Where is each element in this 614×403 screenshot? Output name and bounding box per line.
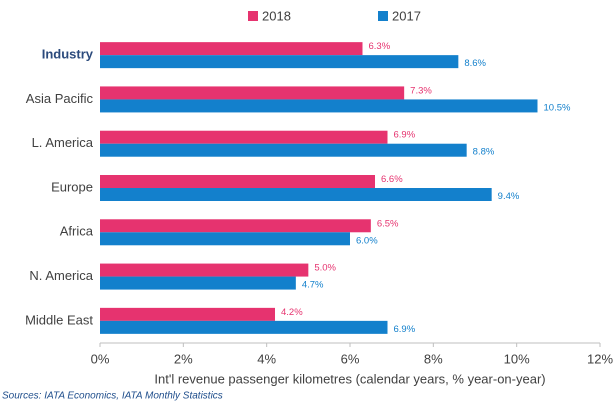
x-tick-label: 8%: [424, 351, 443, 366]
value-label: 8.8%: [473, 147, 495, 158]
legend-swatch: [378, 11, 388, 21]
legend-label: 2017: [392, 8, 421, 23]
y-tick-label: Asia Pacific: [26, 91, 94, 106]
bar: [100, 307, 275, 321]
legend-swatch: [248, 11, 258, 21]
value-label: 6.3%: [369, 41, 391, 52]
x-tick-label: 10%: [504, 351, 530, 366]
bar: [100, 320, 388, 334]
value-label: 4.7%: [302, 280, 324, 291]
value-label: 6.6%: [381, 174, 403, 185]
bar: [100, 86, 405, 100]
bar: [100, 263, 309, 277]
y-tick-label: N. America: [29, 268, 93, 283]
bar: [100, 130, 388, 144]
bar: [100, 188, 492, 201]
bar: [100, 219, 371, 233]
value-label: 9.4%: [498, 191, 520, 202]
legend-label: 2018: [262, 8, 291, 23]
source-note: Sources: IATA Economics, IATA Monthly St…: [2, 391, 223, 402]
x-tick-label: 12%: [587, 351, 613, 366]
value-label: 10.5%: [544, 102, 571, 113]
y-tick-label: Industry: [42, 47, 94, 62]
bar: [100, 232, 350, 246]
value-label: 6.9%: [394, 130, 416, 141]
x-tick-label: 4%: [257, 351, 276, 366]
y-tick-label: L. America: [32, 135, 94, 150]
bar: [100, 143, 467, 157]
x-tick-label: 6%: [341, 351, 360, 366]
value-label: 4.2%: [281, 307, 303, 318]
value-label: 6.5%: [377, 218, 399, 229]
bar: [100, 175, 375, 188]
bar: [100, 99, 538, 113]
value-label: 6.0%: [356, 235, 378, 246]
y-tick-label: Europe: [51, 179, 93, 194]
value-label: 6.9%: [394, 324, 416, 335]
y-tick-label: Africa: [60, 224, 94, 239]
bar: [100, 55, 459, 69]
value-label: 5.0%: [314, 263, 336, 274]
x-tick-label: 2%: [174, 351, 193, 366]
x-tick-label: 0%: [91, 351, 110, 366]
x-axis-label: Int'l revenue passenger kilometres (cale…: [154, 371, 545, 386]
bar: [100, 42, 363, 56]
y-tick-label: Middle East: [25, 312, 93, 327]
value-label: 7.3%: [410, 85, 432, 96]
bar: [100, 276, 296, 290]
value-label: 8.6%: [464, 58, 486, 69]
